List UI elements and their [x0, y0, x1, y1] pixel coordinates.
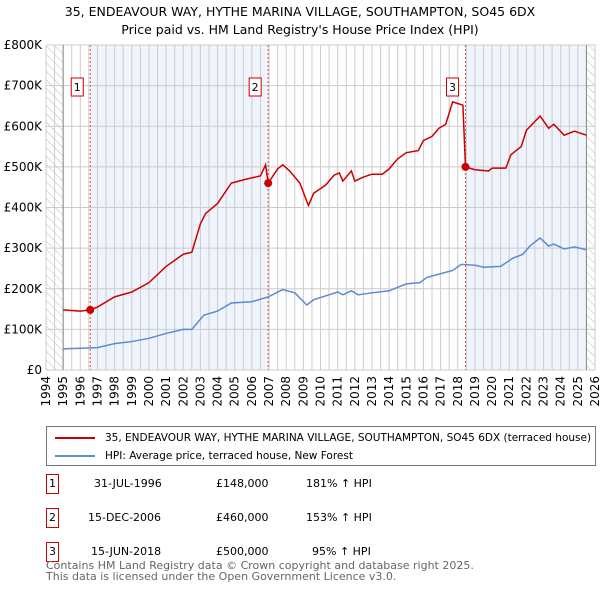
- x-tick-label: 2011: [331, 376, 345, 407]
- series-line: [63, 100, 587, 312]
- sale-number: 1: [46, 474, 59, 494]
- x-tick-label: 2018: [451, 376, 465, 407]
- y-tick-label: £700K: [4, 79, 44, 93]
- sale-number: 2: [46, 508, 59, 528]
- sale-label: 3: [445, 77, 459, 97]
- x-tick-label: 1996: [73, 376, 87, 407]
- sale-price: £500,000: [216, 545, 269, 558]
- x-tick-label: 2008: [279, 376, 293, 407]
- y-tick-label: £500K: [4, 160, 44, 174]
- x-tick-label: 2003: [193, 376, 207, 407]
- x-tick-label: 2000: [142, 376, 156, 407]
- x-tick-label: 2024: [554, 376, 568, 407]
- x-tick-label: 1998: [108, 376, 122, 407]
- sale-label: 1: [70, 77, 84, 97]
- x-tick-label: 2020: [485, 376, 499, 407]
- x-tick-label: 2005: [228, 376, 242, 407]
- sale-number: 3: [46, 542, 59, 562]
- x-tick-label: 2023: [537, 376, 551, 407]
- x-tick-label: 2004: [211, 376, 225, 407]
- series-line: [63, 236, 587, 350]
- x-tick-label: 2012: [348, 376, 362, 407]
- x-tick-label: 2026: [588, 376, 600, 407]
- sale-hpi: 95% ↑ HPI: [312, 545, 371, 558]
- y-tick-label: £0: [27, 363, 42, 377]
- x-tick-label: 2002: [176, 376, 190, 407]
- x-tick-label: 2019: [468, 376, 482, 407]
- chart-title: 35, ENDEAVOUR WAY, HYTHE MARINA VILLAGE,…: [64, 4, 536, 19]
- footer-line-1: Contains HM Land Registry data © Crown c…: [46, 559, 474, 572]
- footer-line-2: This data is licensed under the Open Gov…: [46, 570, 397, 583]
- chart-subtitle: Price paid vs. HM Land Registry's House …: [121, 22, 479, 37]
- y-tick-label: £200K: [4, 282, 44, 296]
- sale-label: 2: [248, 77, 262, 97]
- x-tick-label: 2006: [245, 376, 259, 407]
- x-tick-label: 2014: [382, 376, 396, 407]
- sale-label-box: [70, 77, 84, 97]
- y-tick-label: £100K: [4, 322, 44, 336]
- legend-item-hpi: HPI: Average price, terraced house, New …: [55, 448, 353, 464]
- sale-date: 31-JUL-1996: [94, 477, 162, 490]
- legend-label: 35, ENDEAVOUR WAY, HYTHE MARINA VILLAGE,…: [105, 432, 592, 444]
- sale-point: [461, 162, 470, 171]
- sale-date: 15-JUN-2018: [91, 545, 162, 558]
- sale-label-number: 3: [449, 81, 456, 94]
- x-tick-label: 1997: [90, 376, 104, 407]
- legend: 35, ENDEAVOUR WAY, HYTHE MARINA VILLAGE,…: [46, 426, 596, 466]
- sale-price: £460,000: [216, 511, 269, 524]
- x-tick-label: 2022: [519, 376, 533, 407]
- sale-hpi: 181% ↑ HPI: [306, 477, 372, 490]
- x-tick-label: 2009: [296, 376, 310, 407]
- x-tick-label: 2001: [159, 376, 173, 407]
- sale-price: £148,000: [216, 477, 269, 490]
- plot-area: £0 £100K £200K £300K £400K £500K £600K £700K £80…: [4, 38, 600, 407]
- x-tick-label: 1999: [125, 376, 139, 407]
- y-tick-label: £600K: [4, 119, 44, 133]
- x-tick-label: 2007: [262, 376, 276, 407]
- x-tick-label: 2021: [502, 376, 516, 407]
- sale-label-box: [248, 77, 262, 97]
- y-tick-label: £400K: [4, 201, 44, 215]
- legend-item-property: 35, ENDEAVOUR WAY, HYTHE MARINA VILLAGE,…: [55, 430, 591, 446]
- sale-date: 15-DEC-2006: [88, 511, 162, 524]
- sale-point: [86, 305, 95, 314]
- sale-label-number: 2: [252, 81, 259, 94]
- y-tick-label: £300K: [4, 241, 44, 255]
- x-tick-label: 1994: [39, 376, 53, 407]
- x-tick-label: 2016: [416, 376, 430, 407]
- sale-hpi: 153% ↑ HPI: [306, 511, 372, 524]
- y-tick-label: £800K: [4, 38, 44, 52]
- x-tick-label: 2010: [314, 376, 328, 407]
- sale-label-box: [445, 77, 459, 97]
- legend-label: HPI: Average price, terraced house, New …: [105, 450, 353, 462]
- sale-label-number: 1: [74, 81, 81, 94]
- sale-point: [264, 179, 273, 188]
- x-tick-label: 1995: [56, 376, 70, 407]
- x-tick-label: 2015: [399, 376, 413, 407]
- x-tick-label: 2017: [434, 376, 448, 407]
- x-tick-label: 2013: [365, 376, 379, 407]
- x-tick-label: 2025: [571, 376, 585, 407]
